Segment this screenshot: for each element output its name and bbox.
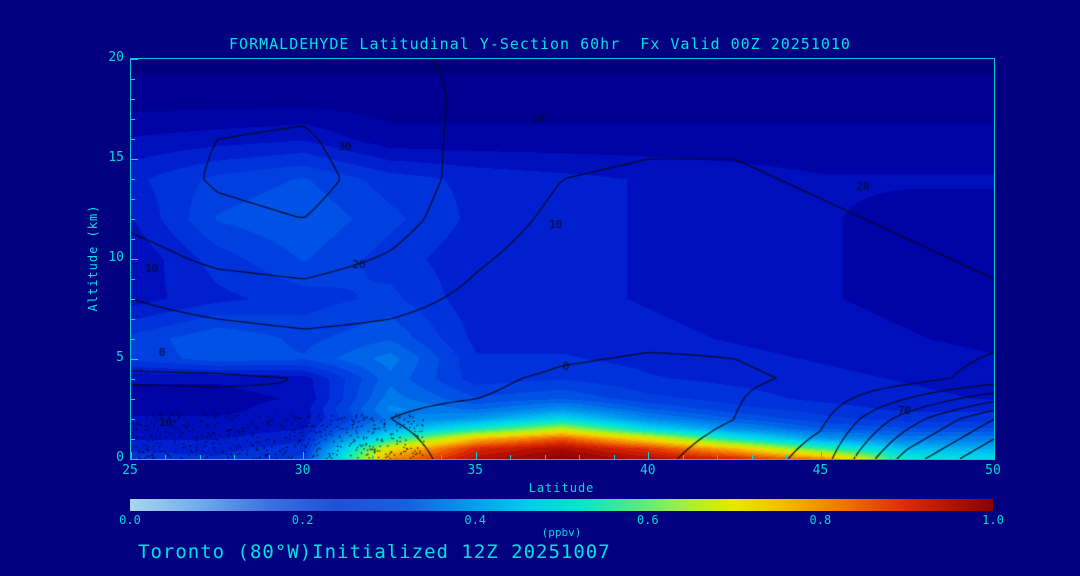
y-tick — [131, 278, 135, 280]
x-tick-label: 35 — [467, 463, 484, 478]
y-tick-label: 0 — [116, 450, 124, 465]
x-tick — [372, 455, 374, 459]
y-tick — [131, 238, 135, 240]
x-tick — [958, 455, 960, 459]
colorbar-tick-label: 0.6 — [636, 513, 659, 527]
x-tick — [648, 452, 650, 459]
x-tick — [820, 452, 822, 459]
x-tick-label: 40 — [639, 463, 656, 478]
y-tick — [131, 178, 135, 180]
y-tick — [131, 198, 135, 200]
y-tick — [131, 138, 135, 140]
y-tick-label: 5 — [116, 350, 124, 365]
x-tick — [268, 455, 270, 459]
x-tick — [855, 455, 857, 459]
x-tick — [544, 455, 546, 459]
x-tick — [889, 455, 891, 459]
x-tick — [234, 455, 236, 459]
x-tick — [786, 455, 788, 459]
y-tick — [131, 418, 135, 420]
y-tick — [131, 118, 135, 120]
colorbar-tick-label: 0.2 — [291, 513, 314, 527]
y-tick — [131, 58, 138, 60]
x-tick — [510, 455, 512, 459]
y-tick — [131, 358, 138, 360]
plot-area — [130, 58, 995, 460]
y-tick — [131, 78, 135, 80]
contour-field-canvas — [131, 59, 994, 459]
y-tick-label: 10 — [108, 250, 124, 265]
x-tick-label: 25 — [122, 463, 138, 478]
x-tick — [924, 455, 926, 459]
units-label: (ppbv) — [541, 526, 582, 539]
y-tick — [131, 398, 135, 400]
y-tick — [131, 458, 138, 460]
x-tick — [613, 455, 615, 459]
colorbar-tick-label: 0.4 — [464, 513, 487, 527]
x-tick — [682, 455, 684, 459]
x-tick — [751, 455, 753, 459]
x-tick — [993, 452, 995, 459]
footer-text: Toronto (80°W)Initialized 12Z 20251007 — [138, 541, 611, 563]
x-tick — [717, 455, 719, 459]
y-tick-label: 15 — [108, 150, 124, 165]
y-tick — [131, 438, 135, 440]
y-tick — [131, 338, 135, 340]
colorbar-tick-label: 0.8 — [809, 513, 832, 527]
chart-title: FORMALDEHYDE Latitudinal Y-Section 60hr … — [229, 35, 851, 53]
y-tick — [131, 378, 135, 380]
x-tick — [579, 455, 581, 459]
x-tick — [303, 452, 305, 459]
x-tick — [441, 455, 443, 459]
y-tick-label: 20 — [108, 50, 124, 65]
y-tick — [131, 298, 135, 300]
x-tick — [475, 452, 477, 459]
colorbar — [130, 499, 993, 511]
x-tick-label: 30 — [294, 463, 311, 478]
y-tick — [131, 218, 135, 220]
x-axis-label: Latitude — [528, 481, 595, 495]
x-tick — [165, 455, 167, 459]
x-tick — [406, 455, 408, 459]
x-tick-label: 45 — [812, 463, 829, 478]
x-tick-label: 50 — [985, 463, 1001, 478]
x-tick — [337, 455, 339, 459]
colorbar-tick-label: 1.0 — [982, 513, 1004, 527]
y-tick — [131, 98, 135, 100]
colorbar-tick-label: 0.0 — [119, 513, 141, 527]
y-tick — [131, 318, 135, 320]
x-tick — [199, 455, 201, 459]
x-tick — [130, 452, 132, 459]
y-tick — [131, 258, 138, 260]
y-tick — [131, 158, 138, 160]
